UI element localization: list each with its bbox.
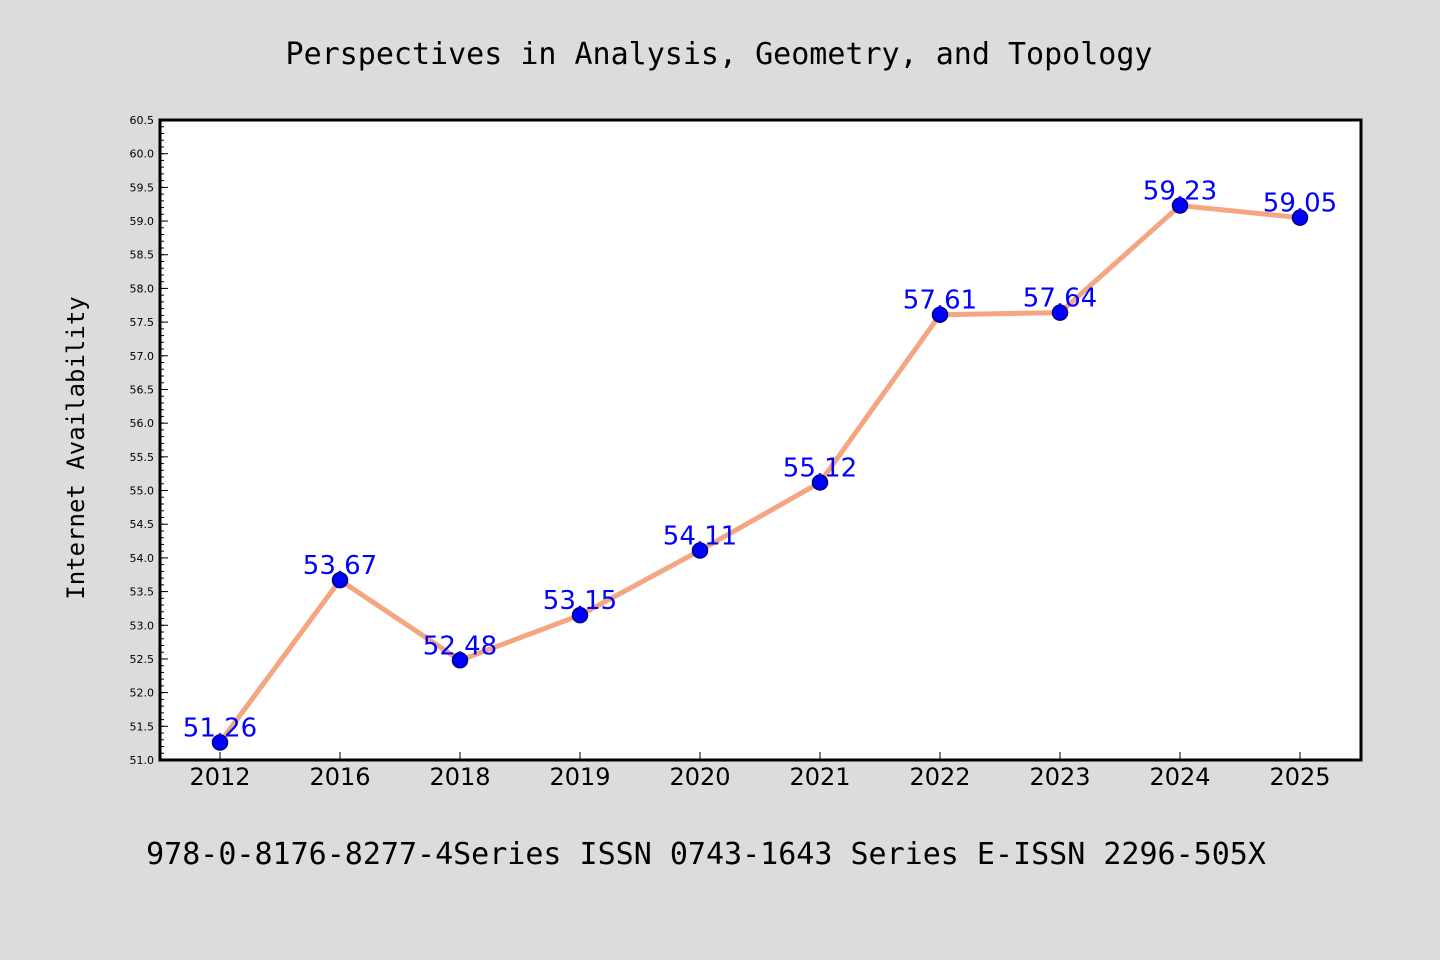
data-point <box>1171 197 1189 214</box>
y-tick-label: 56.0 <box>130 417 155 430</box>
data-point <box>211 734 229 751</box>
x-tick-label: 2024 <box>1149 763 1210 791</box>
y-tick-label: 51.5 <box>130 720 155 733</box>
data-label: 54.11 <box>663 521 737 551</box>
y-tick-label: 59.5 <box>130 181 155 194</box>
series-markers <box>211 197 1309 751</box>
y-tick-label: 57.0 <box>130 350 155 363</box>
y-tick-label: 60.0 <box>130 148 155 161</box>
data-point <box>331 571 349 589</box>
data-label: 59.05 <box>1263 189 1337 219</box>
plot-area <box>160 120 1361 760</box>
data-point <box>451 652 469 669</box>
data-point <box>571 606 589 624</box>
y-tick-label: 59.0 <box>130 215 155 228</box>
data-point <box>1051 304 1069 321</box>
data-label: 53.15 <box>543 586 617 616</box>
data-label: 52.48 <box>423 631 497 661</box>
x-tick-label: 2020 <box>669 763 730 791</box>
x-tick-label: 2018 <box>429 763 490 791</box>
data-label: 57.61 <box>903 286 977 316</box>
y-tick-label: 52.5 <box>130 653 155 666</box>
y-tick-label: 58.0 <box>130 282 155 295</box>
y-tick-label: 57.5 <box>130 316 155 329</box>
data-label: 51.26 <box>183 713 257 743</box>
x-tick-label: 2016 <box>309 763 370 791</box>
y-tick-label: 52.0 <box>130 687 155 700</box>
y-tick-label: 53.5 <box>130 586 155 599</box>
x-tick-label: 2012 <box>189 763 250 791</box>
y-tick-label: 53.0 <box>130 619 155 632</box>
x-axis-ticks: 2012 2016 2018 2019 2020 2021 2022 2023 2024 2025 <box>189 752 1331 791</box>
y-tick-label: 55.5 <box>130 451 155 464</box>
x-tick-label: 2023 <box>1029 763 1090 791</box>
data-label: 59.23 <box>1143 177 1217 207</box>
y-tick-label: 55.0 <box>130 485 155 498</box>
x-tick-label: 2019 <box>549 763 610 791</box>
data-labels: 51.26 53.67 52.48 53.15 54.11 55.12 57.61 57.64… <box>183 177 1337 744</box>
y-tick-label: 51.0 <box>130 754 155 767</box>
y-axis-label: Internet Availability <box>62 296 90 599</box>
data-point <box>931 306 949 323</box>
y-tick-label: 56.5 <box>130 383 155 396</box>
data-point <box>691 542 709 559</box>
series-line <box>217 203 1303 745</box>
data-label: 53.67 <box>303 551 377 581</box>
y-tick-label: 54.0 <box>130 552 155 565</box>
data-point <box>1291 209 1309 226</box>
chart-title: Perspectives in Analysis, Geometry, and … <box>286 37 1153 72</box>
x-tick-label: 2025 <box>1269 763 1330 791</box>
footer-text: 978-0-8176-8277-4Series ISSN 0743-1643 S… <box>146 837 1266 872</box>
plot-frame <box>158 118 1363 762</box>
x-tick-label: 2022 <box>909 763 970 791</box>
x-tick-label: 2021 <box>789 763 850 791</box>
y-tick-label: 58.5 <box>130 249 155 262</box>
data-point <box>811 474 829 491</box>
y-tick-label: 54.5 <box>130 518 155 531</box>
data-label: 57.64 <box>1023 284 1097 314</box>
y-tick-label: 60.5 <box>130 114 155 127</box>
data-label: 55.12 <box>783 453 857 483</box>
y-axis-ticks: 51.0 51.5 52.0 52.5 53.0 53.5 54.0 54.5 55.0 55.5… <box>130 114 168 767</box>
